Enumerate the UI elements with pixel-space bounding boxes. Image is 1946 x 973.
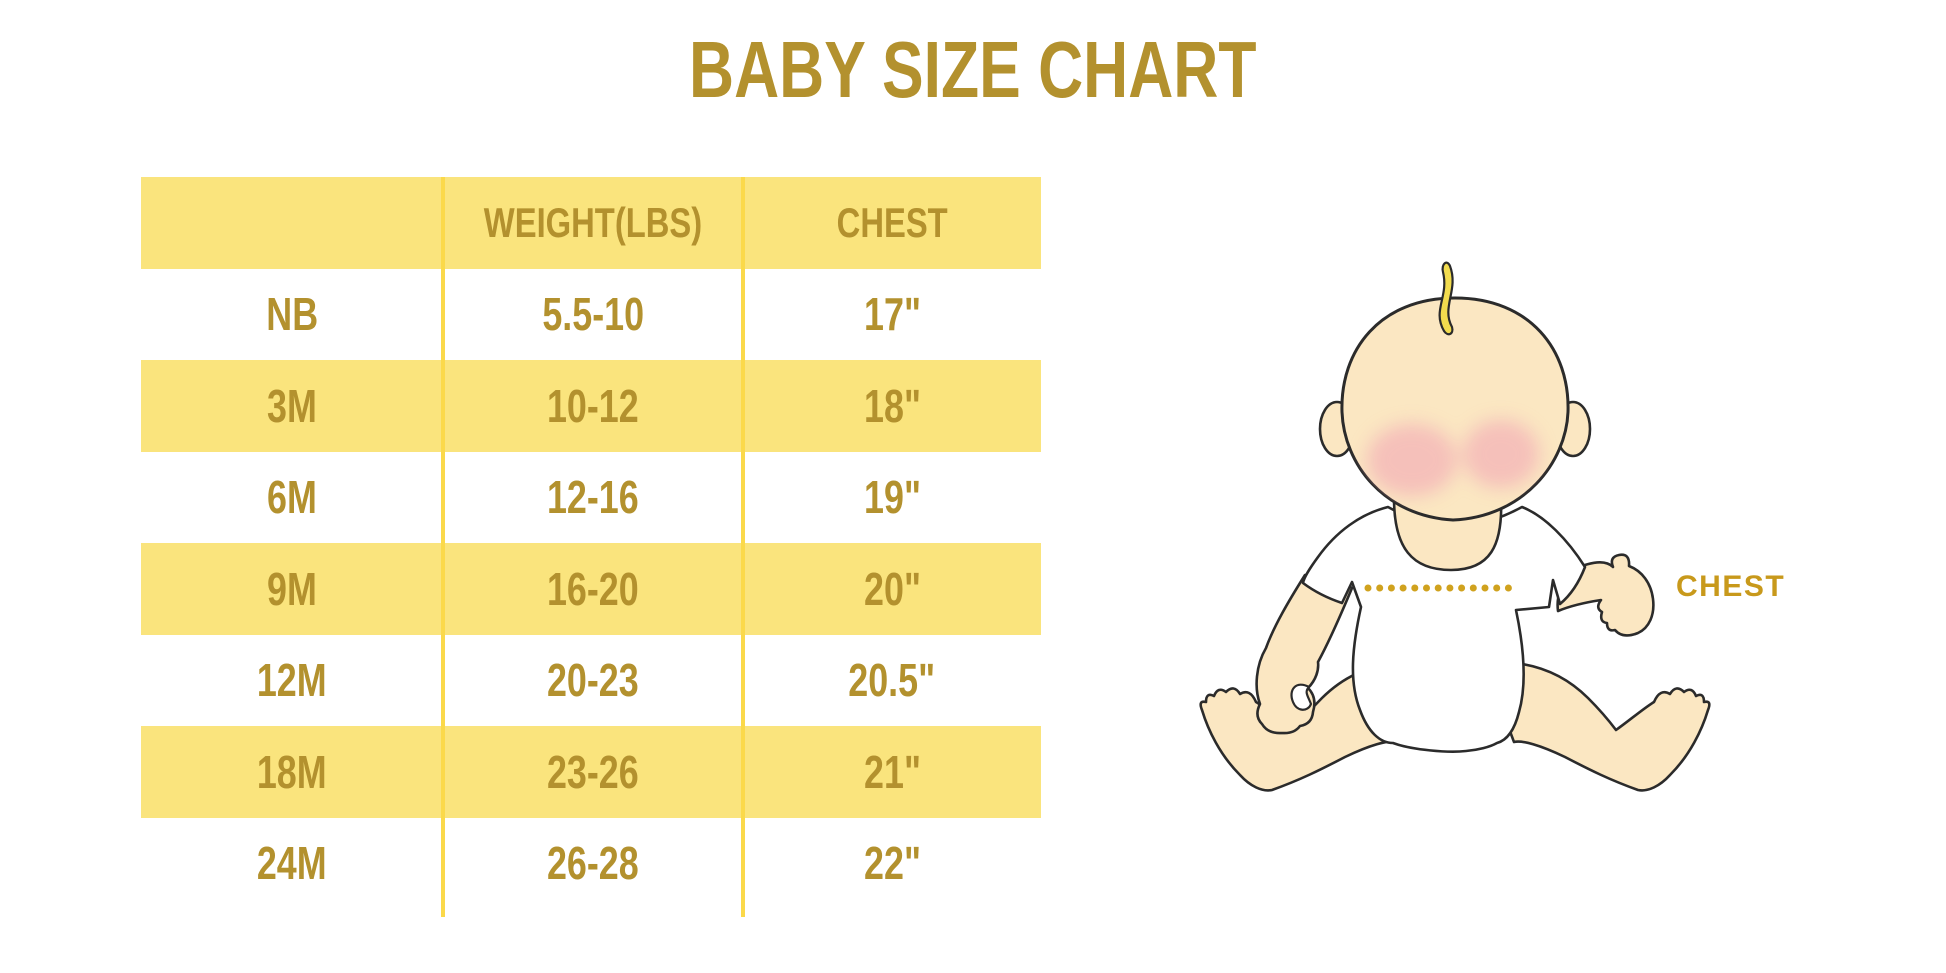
table-row: 18M 23-26 21" xyxy=(141,726,1041,818)
size-cell: 12M xyxy=(257,654,327,707)
weight-cell: 26-28 xyxy=(547,837,639,890)
size-table: WEIGHT(LBS) CHEST NB 5.5-10 17" 3M 10-12… xyxy=(141,177,1041,917)
chest-cell: 18" xyxy=(863,379,921,432)
page-title: BABY SIZE CHART xyxy=(689,25,1257,114)
size-cell: 18M xyxy=(257,745,327,798)
weight-cell: 10-12 xyxy=(547,379,639,432)
size-cell: 9M xyxy=(267,562,317,615)
table-row: 6M 12-16 19" xyxy=(141,452,1041,544)
chest-cell: 20" xyxy=(863,562,921,615)
weight-cell: 23-26 xyxy=(547,745,639,798)
column-header-chest: CHEST xyxy=(836,198,948,246)
chest-cell: 22" xyxy=(863,837,921,890)
baby-torso xyxy=(1301,505,1587,753)
baby-illustration xyxy=(1199,261,1711,792)
table-row: 12M 20-23 20.5" xyxy=(141,635,1041,727)
chest-cell: 19" xyxy=(863,471,921,524)
weight-cell: 12-16 xyxy=(547,471,639,524)
baby-cheeks xyxy=(1367,420,1539,496)
chest-cell: 17" xyxy=(863,288,921,341)
baby-head xyxy=(1340,296,1570,522)
column-header-size xyxy=(141,177,443,269)
table-row: NB 5.5-10 17" xyxy=(141,269,1041,361)
size-cell: 3M xyxy=(267,379,317,432)
weight-cell: 5.5-10 xyxy=(542,288,644,341)
baby-left-arm xyxy=(1255,573,1354,735)
table-row: 9M 16-20 20" xyxy=(141,543,1041,635)
column-divider xyxy=(741,177,745,917)
weight-cell: 20-23 xyxy=(547,654,639,707)
hair-curl-icon xyxy=(1438,261,1454,336)
weight-cell: 16-20 xyxy=(547,562,639,615)
size-cell: 6M xyxy=(267,471,317,524)
column-divider xyxy=(441,177,445,917)
table-row: 24M 26-28 22" xyxy=(141,818,1041,910)
size-cell: NB xyxy=(266,288,318,341)
baby-ears xyxy=(1318,400,1592,458)
table-header-row: WEIGHT(LBS) CHEST xyxy=(141,177,1041,269)
chest-measure-label: CHEST xyxy=(1676,570,1786,603)
chest-cell: 21" xyxy=(863,745,921,798)
column-header-weight: WEIGHT(LBS) xyxy=(483,198,703,246)
table-row: 3M 10-12 18" xyxy=(141,360,1041,452)
chest-cell: 20.5" xyxy=(848,654,936,707)
size-cell: 24M xyxy=(257,837,327,890)
